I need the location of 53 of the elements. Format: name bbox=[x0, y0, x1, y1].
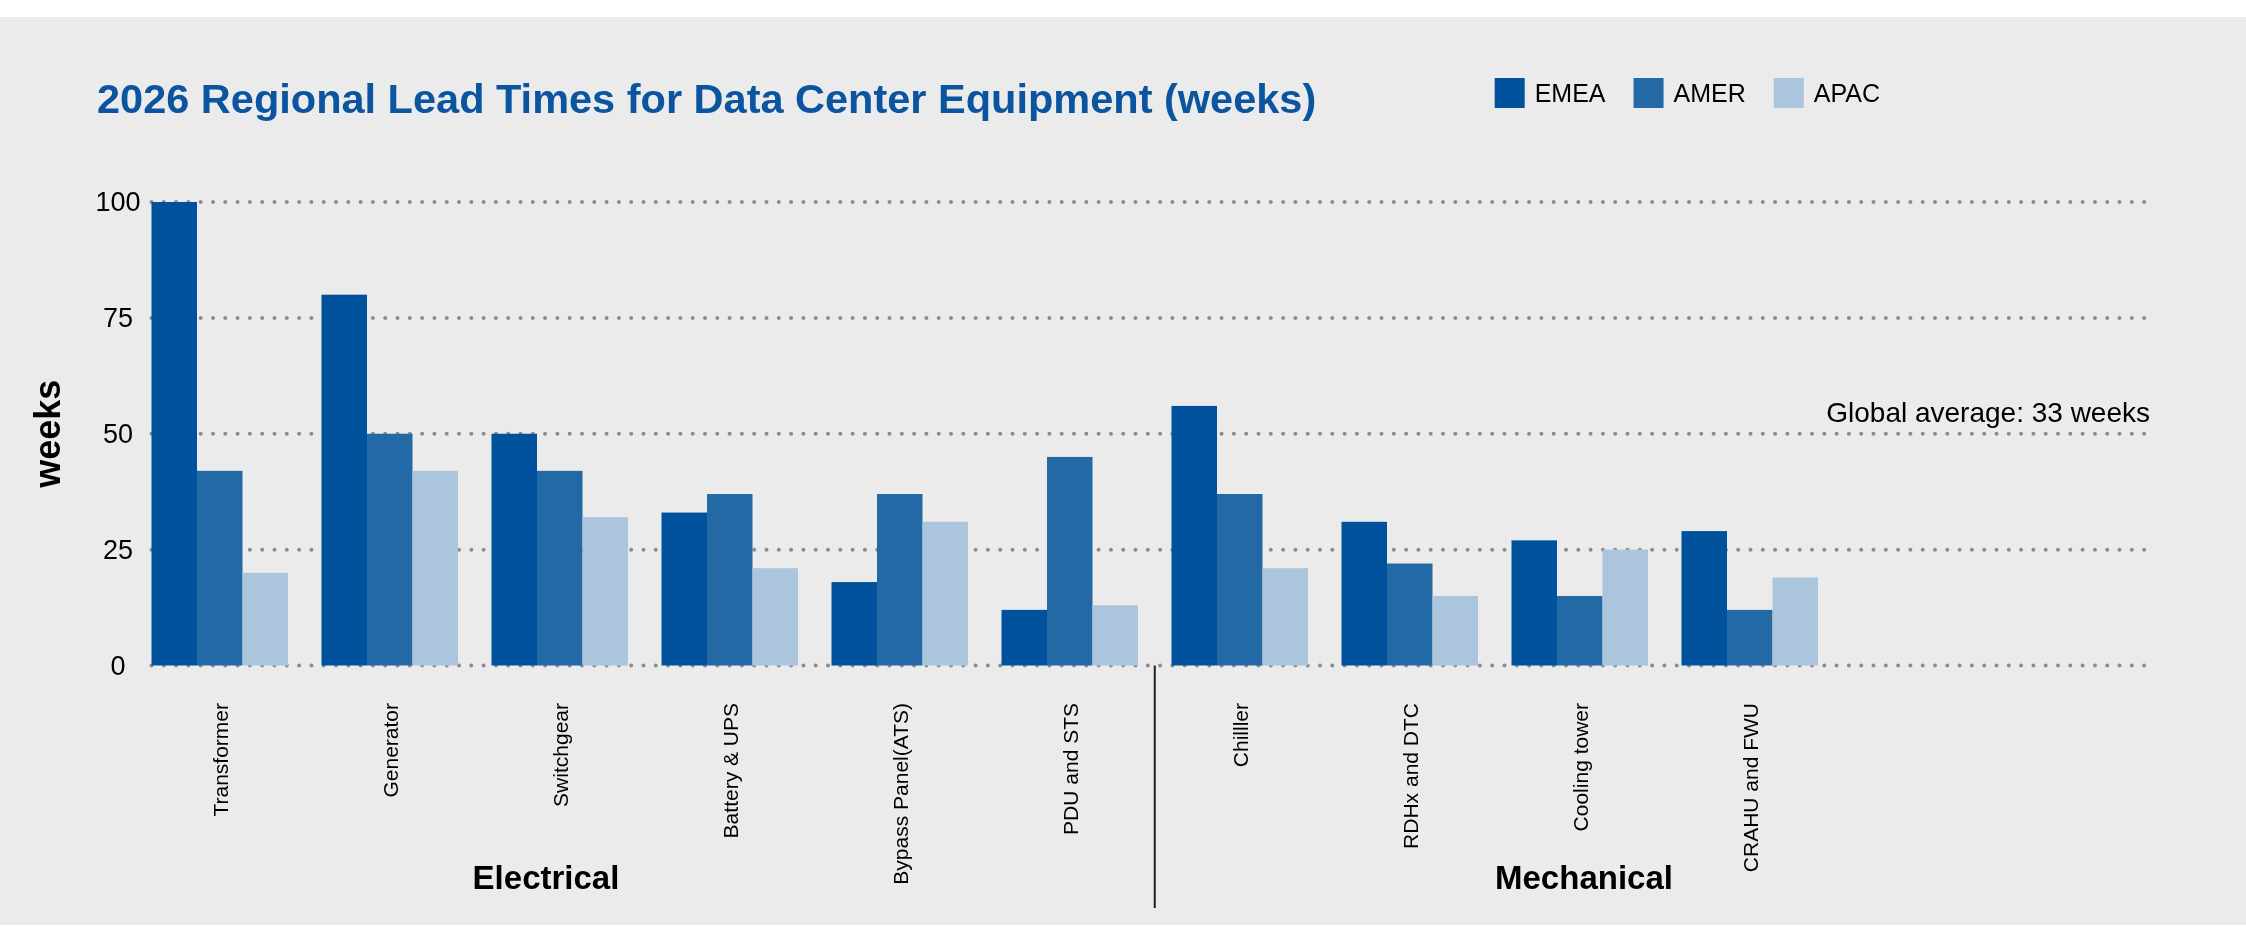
bar bbox=[537, 470, 583, 666]
x-tick-label: Transformer bbox=[208, 703, 232, 817]
bar bbox=[1772, 577, 1818, 666]
y-tick-label: 75 bbox=[102, 302, 134, 333]
y-tick-label: 50 bbox=[102, 418, 134, 449]
x-tick-label: Switchgear bbox=[548, 703, 572, 807]
bar bbox=[1387, 563, 1433, 666]
x-tick-label: Generator bbox=[378, 703, 402, 798]
text: Electrical bbox=[472, 859, 620, 896]
x-tick-label: Bypass Panel(ATS) bbox=[888, 703, 912, 885]
bar bbox=[1557, 595, 1603, 666]
y-tick-label: 100 bbox=[95, 187, 141, 217]
text: Mechanical bbox=[1495, 859, 1673, 896]
legend-label: EMEA bbox=[1534, 79, 1606, 107]
annotation: Global average: 33 weeks bbox=[1826, 397, 2150, 428]
x-tick-label: RDHx and DTC bbox=[1398, 703, 1422, 849]
y-axis-title: weeks bbox=[26, 379, 68, 489]
x-tick-label: PDU and STS bbox=[1058, 703, 1082, 835]
y-tick-label: 25 bbox=[102, 534, 134, 565]
bar bbox=[1341, 521, 1387, 666]
y-tick-label: 0 bbox=[110, 650, 126, 681]
bar bbox=[367, 433, 413, 666]
bar bbox=[197, 470, 243, 666]
bar bbox=[151, 202, 197, 666]
bar bbox=[922, 521, 968, 666]
bar bbox=[661, 512, 707, 666]
bar bbox=[707, 494, 753, 666]
x-tick-label: CRAHU and FWU bbox=[1738, 703, 1762, 873]
bar bbox=[877, 494, 923, 666]
bar bbox=[582, 517, 628, 666]
bar bbox=[1602, 549, 1648, 666]
bar bbox=[1171, 405, 1217, 666]
chart-title: 2026 Regional Lead Times for Data Center Equipment (weeks) bbox=[97, 75, 1317, 122]
bar bbox=[1217, 494, 1263, 666]
bar bbox=[831, 582, 877, 666]
bar bbox=[1092, 605, 1138, 666]
bar bbox=[412, 470, 458, 666]
bar bbox=[321, 294, 367, 666]
bar bbox=[1432, 595, 1478, 666]
x-tick-label: Cooling tower bbox=[1568, 703, 1592, 832]
bar bbox=[242, 572, 288, 666]
x-tick-label: Chilller bbox=[1228, 703, 1252, 768]
bar bbox=[1727, 609, 1773, 666]
bar bbox=[1262, 568, 1308, 666]
bar bbox=[1511, 540, 1557, 666]
x-tick-label: Battery & UPS bbox=[718, 703, 742, 839]
bar bbox=[752, 568, 798, 666]
legend-label: AMER bbox=[1673, 79, 1746, 107]
bar bbox=[1681, 531, 1727, 666]
bar bbox=[1001, 609, 1047, 666]
legend-label: APAC bbox=[1813, 79, 1881, 107]
bar bbox=[491, 433, 537, 666]
bar bbox=[1047, 456, 1093, 666]
